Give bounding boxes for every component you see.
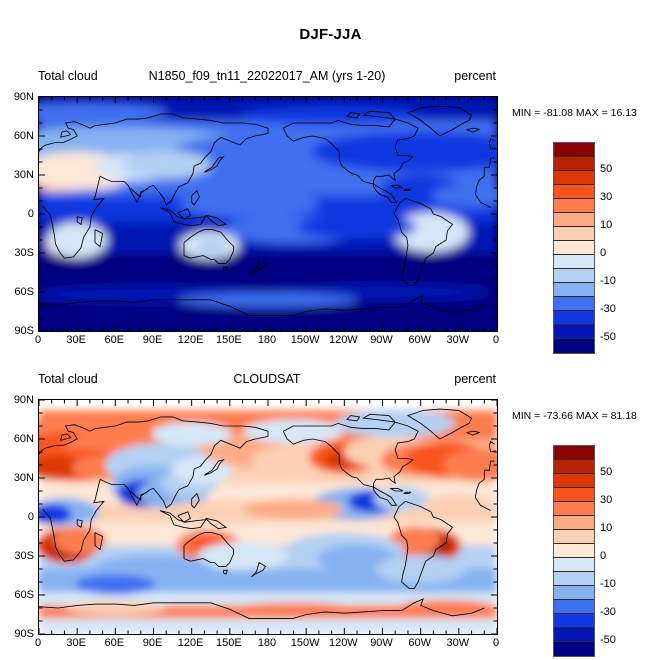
colorbar-segment xyxy=(554,446,594,460)
colorbar-segment xyxy=(554,143,594,157)
panel-bottom-header-left: Total cloud xyxy=(38,372,98,386)
ytick-top-5: 60S xyxy=(14,286,34,298)
colorbar-label: 30 xyxy=(600,191,613,203)
colorbar-segment xyxy=(554,586,594,600)
xtick-xticks-bottom-11: 30W xyxy=(446,637,470,649)
colorbar-segment xyxy=(554,339,594,353)
xtick-xticks-top-2: 60E xyxy=(104,334,125,346)
ytick-bottom-5: 60S xyxy=(14,589,34,601)
colorbar-label: -30 xyxy=(600,606,616,618)
ytick-top-2: 30N xyxy=(13,169,34,181)
ytick-bottom-3: 0 xyxy=(27,511,34,523)
ytick-top-4: 30S xyxy=(14,247,34,259)
xtick-xticks-bottom-5: 150E xyxy=(215,637,242,649)
xtick-xticks-bottom-12: 0 xyxy=(492,637,500,649)
colorbar-segment xyxy=(554,311,594,325)
ytick-bottom-6: 90S xyxy=(14,628,34,640)
xtick-xticks-bottom-3: 90E xyxy=(142,637,163,649)
ytick-top-1: 60N xyxy=(13,130,34,142)
colorbar-segment xyxy=(554,614,594,628)
colorbar-segment xyxy=(554,227,594,241)
xtick-xticks-bottom-6: 180 xyxy=(257,637,277,649)
colorbar-segment xyxy=(554,502,594,516)
colorbar-label: 50 xyxy=(600,466,613,478)
colorbar-segment xyxy=(554,572,594,586)
map-plot-bottom[interactable] xyxy=(38,399,498,635)
colorbar-label: -10 xyxy=(600,275,616,287)
panel-top-minmax: MIN = -81.08 MAX = 16.13 xyxy=(512,107,637,119)
panel-bottom-minmax: MIN = -73.66 MAX = 81.18 xyxy=(512,410,637,422)
colorbar-label: -10 xyxy=(600,578,616,590)
colorbar-segment xyxy=(554,558,594,572)
colorbar-segment xyxy=(554,600,594,614)
colorbar-label: 50 xyxy=(600,163,613,175)
xtick-xticks-top-7: 150W xyxy=(290,334,320,346)
xtick-xticks-bottom-4: 120E xyxy=(177,637,204,649)
colorbar-segment xyxy=(554,628,594,642)
colorbar-label: 30 xyxy=(600,494,613,506)
ytick-bottom-4: 30S xyxy=(14,550,34,562)
xtick-xticks-top-6: 180 xyxy=(257,334,277,346)
xtick-xticks-top-8: 120W xyxy=(328,334,358,346)
colorbar-label: 10 xyxy=(600,219,613,231)
colorbar-segment xyxy=(554,255,594,269)
xtick-xticks-top-9: 90W xyxy=(370,334,393,346)
xtick-xticks-top-1: 30E xyxy=(66,334,86,346)
colorbar-segment xyxy=(554,325,594,339)
ytick-top-0: 90N xyxy=(13,91,34,103)
colorbar-segment xyxy=(554,460,594,474)
panel-bottom-header-right: percent xyxy=(454,372,496,386)
colorbar-segment xyxy=(554,530,594,544)
panel-bottom-header-center: CLOUDSAT xyxy=(233,372,301,386)
colorbar-segment xyxy=(554,213,594,227)
xtick-xticks-top-10: 60W xyxy=(408,334,431,346)
colorbar-segment xyxy=(554,185,594,199)
colorbar-segment xyxy=(554,157,594,171)
colorbar-label: 0 xyxy=(600,550,607,562)
map-plot-top[interactable] xyxy=(38,96,498,332)
colorbar-label: -50 xyxy=(600,634,616,646)
colorbar-segment xyxy=(554,199,594,213)
xtick-xticks-bottom-0: 0 xyxy=(34,637,42,649)
ytick-bottom-0: 90N xyxy=(13,394,34,406)
ytick-top-6: 90S xyxy=(14,325,34,337)
colorbar-label: 10 xyxy=(600,522,613,534)
colorbar-segment xyxy=(554,269,594,283)
colorbar-bottom xyxy=(553,445,595,657)
xtick-xticks-bottom-1: 30E xyxy=(66,637,86,649)
xtick-xticks-bottom-7: 150W xyxy=(290,637,320,649)
ytick-bottom-1: 60N xyxy=(13,433,34,445)
colorbar-segment xyxy=(554,642,594,656)
colorbar-label: -50 xyxy=(600,331,616,343)
xtick-xticks-bottom-8: 120W xyxy=(328,637,358,649)
figure-title: DJF-JJA xyxy=(299,26,362,43)
xtick-xticks-top-3: 90E xyxy=(142,334,163,346)
xtick-xticks-top-4: 120E xyxy=(177,334,204,346)
xtick-xticks-bottom-10: 60W xyxy=(408,637,431,649)
panel-top-header-center: N1850_f09_tn11_22022017_AM (yrs 1-20) xyxy=(148,69,386,83)
colorbar-segment xyxy=(554,297,594,311)
colorbar-label: -30 xyxy=(600,303,616,315)
colorbar-segment xyxy=(554,488,594,502)
ytick-top-3: 0 xyxy=(27,208,34,220)
ytick-bottom-2: 30N xyxy=(13,472,34,484)
xtick-xticks-bottom-9: 90W xyxy=(370,637,393,649)
panel-top-header-right: percent xyxy=(454,69,496,83)
colorbar-segment xyxy=(554,283,594,297)
xtick-xticks-bottom-2: 60E xyxy=(104,637,125,649)
panel-top-header-left: Total cloud xyxy=(38,69,98,83)
colorbar-segment xyxy=(554,171,594,185)
xtick-xticks-top-0: 0 xyxy=(34,334,42,346)
colorbar-label: 0 xyxy=(600,247,607,259)
colorbar-segment xyxy=(554,544,594,558)
colorbar-segment xyxy=(554,516,594,530)
xtick-xticks-top-5: 150E xyxy=(215,334,242,346)
xtick-xticks-top-11: 30W xyxy=(446,334,470,346)
colorbar-segment xyxy=(554,241,594,255)
colorbar-segment xyxy=(554,474,594,488)
colorbar-top xyxy=(553,142,595,354)
xtick-xticks-top-12: 0 xyxy=(492,334,500,346)
